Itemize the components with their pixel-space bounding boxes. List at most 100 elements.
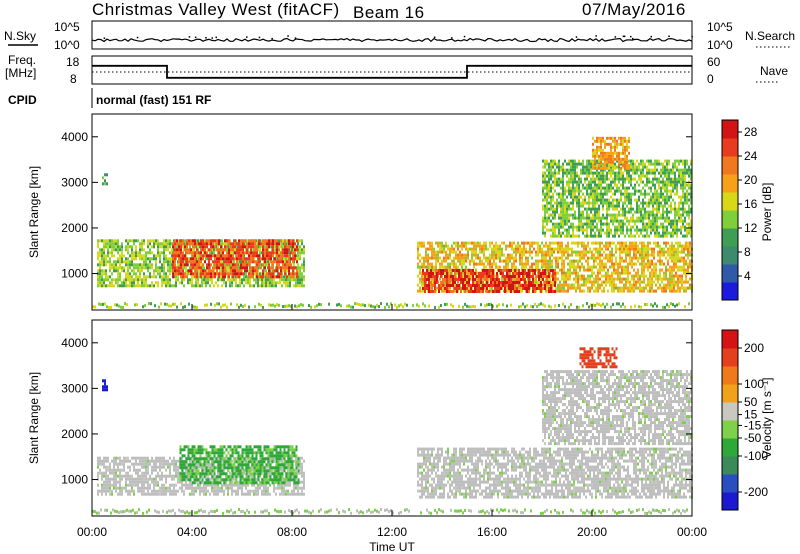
heatmap-cell bbox=[97, 254, 99, 258]
heatmap-cell bbox=[225, 242, 227, 246]
heatmap-cell bbox=[299, 257, 301, 261]
heatmap-cell bbox=[534, 284, 536, 287]
heatmap-cell bbox=[556, 171, 558, 175]
heatmap-cell bbox=[659, 259, 661, 263]
heatmap-cell bbox=[299, 251, 301, 255]
heatmap-cell bbox=[590, 159, 592, 163]
heatmap-cell bbox=[492, 284, 494, 287]
heatmap-cell bbox=[574, 165, 576, 169]
heatmap-cell bbox=[297, 254, 299, 258]
heatmap-cell bbox=[562, 210, 564, 214]
heatmap-cell bbox=[256, 248, 258, 252]
heatmap-cell bbox=[562, 195, 564, 199]
heatmap-cell bbox=[159, 242, 161, 246]
heatmap-cell bbox=[457, 259, 459, 263]
heatmap-cell bbox=[583, 277, 585, 281]
heatmap-cell bbox=[232, 248, 234, 252]
heatmap-cell bbox=[579, 253, 581, 257]
heatmap-cell bbox=[432, 284, 434, 287]
heatmap-cell bbox=[614, 213, 616, 217]
heatmap-cell bbox=[444, 287, 446, 290]
heatmap-cell bbox=[638, 210, 640, 214]
heatmap-cell bbox=[544, 207, 546, 211]
heatmap-cell bbox=[190, 260, 192, 264]
heatmap-cell bbox=[504, 284, 506, 287]
heatmap-cell bbox=[627, 289, 629, 293]
heatmap-cell bbox=[422, 269, 424, 272]
heatmap-cell bbox=[135, 257, 137, 261]
heatmap-cell bbox=[525, 262, 527, 266]
heatmap-cell bbox=[254, 260, 256, 264]
heatmap-cell bbox=[440, 269, 442, 272]
heatmap-cell bbox=[572, 162, 574, 166]
heatmap-cell bbox=[510, 284, 512, 287]
heatmap-cell bbox=[608, 207, 610, 211]
heatmap-cell bbox=[484, 278, 486, 281]
heatmap-cell bbox=[610, 204, 612, 208]
heatmap-cell bbox=[139, 242, 141, 246]
heatmap-cell bbox=[578, 186, 580, 190]
heatmap-cell bbox=[167, 242, 169, 246]
heatmap-cell bbox=[440, 287, 442, 290]
heatmap-cell bbox=[512, 287, 514, 290]
heatmap-cell bbox=[496, 275, 498, 278]
heatmap-cell bbox=[625, 241, 627, 245]
heatmap-cell bbox=[172, 272, 174, 276]
heatmap-cell bbox=[461, 253, 463, 257]
heatmap-cell bbox=[446, 278, 448, 281]
heatmap-cell bbox=[597, 289, 599, 293]
heatmap-cell bbox=[599, 268, 601, 272]
heatmap-cell bbox=[675, 280, 677, 284]
heatmap-cell bbox=[147, 266, 149, 270]
heatmap-cell bbox=[137, 278, 139, 282]
heatmap-cell bbox=[296, 248, 298, 252]
heatmap-cell bbox=[689, 244, 691, 248]
heatmap-cell bbox=[612, 219, 614, 223]
heatmap-cell bbox=[621, 277, 623, 281]
heatmap-cell bbox=[532, 290, 534, 293]
heatmap-cell bbox=[243, 275, 245, 279]
heatmap-cell bbox=[569, 286, 571, 290]
heatmap-cell bbox=[656, 192, 658, 196]
heatmap-cell bbox=[490, 278, 492, 281]
heatmap-cell bbox=[620, 207, 622, 211]
heatmap-cell bbox=[519, 250, 521, 254]
cpid-label: CPID bbox=[8, 93, 37, 107]
heatmap-cell bbox=[566, 171, 568, 175]
heatmap-cell bbox=[203, 278, 205, 282]
heatmap-cell bbox=[571, 283, 573, 287]
heatmap-cell bbox=[592, 225, 594, 229]
heatmap-cell bbox=[155, 239, 157, 243]
heatmap-cell bbox=[621, 256, 623, 260]
heatmap-cell bbox=[498, 284, 500, 287]
heatmap-cell bbox=[614, 183, 616, 187]
heatmap-cell bbox=[644, 213, 646, 217]
heatmap-cell bbox=[641, 244, 643, 248]
heatmap-cell bbox=[591, 253, 593, 257]
heatmap-cell bbox=[522, 272, 524, 275]
heatmap-cell bbox=[546, 192, 548, 196]
heatmap-cell bbox=[645, 253, 647, 257]
heatmap-cell bbox=[562, 225, 564, 229]
heatmap-cell bbox=[228, 272, 230, 276]
heatmap-cell bbox=[632, 168, 634, 172]
heatmap-cell bbox=[570, 195, 572, 199]
heatmap-cell bbox=[606, 171, 608, 175]
heatmap-cell bbox=[278, 260, 280, 264]
heatmap-cell bbox=[560, 222, 562, 226]
heatmap-cell bbox=[689, 262, 691, 266]
heatmap-cell bbox=[521, 259, 523, 263]
heatmap-cell bbox=[546, 275, 548, 278]
heatmap-cell bbox=[567, 250, 569, 254]
heatmap-cell bbox=[617, 262, 619, 266]
heatmap-cell bbox=[628, 219, 630, 223]
heatmap-cell bbox=[484, 275, 486, 278]
heatmap-cell bbox=[651, 277, 653, 281]
heatmap-cell bbox=[220, 248, 222, 252]
heatmap-cell bbox=[616, 171, 618, 175]
heatmap-cell bbox=[218, 260, 220, 264]
heatmap-cell bbox=[565, 283, 567, 287]
heatmap-cell bbox=[131, 260, 133, 264]
heatmap-cell bbox=[641, 265, 643, 269]
heatmap-cell bbox=[603, 268, 605, 272]
